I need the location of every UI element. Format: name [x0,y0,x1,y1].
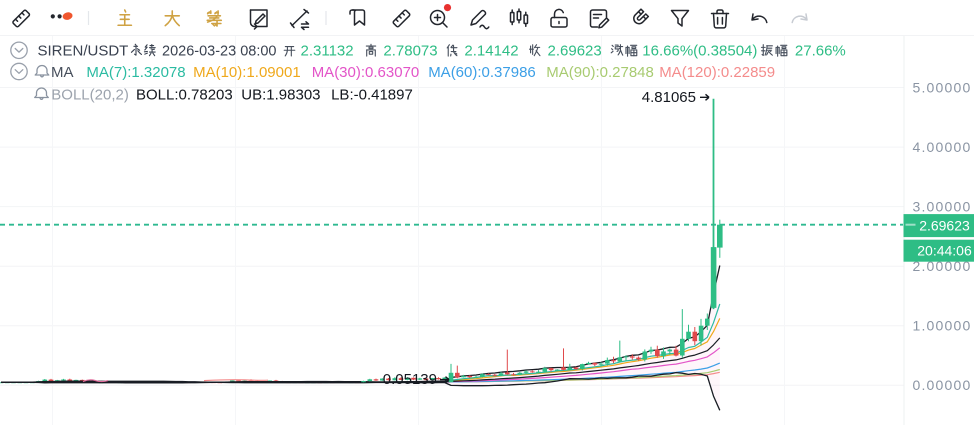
svg-text:16.66%(0.38504): 16.66%(0.38504) [642,43,757,60]
svg-text:4.81065: 4.81065 [642,89,696,106]
svg-text:3.00000: 3.00000 [912,198,971,214]
svg-text:4.00000: 4.00000 [912,139,971,155]
svg-text:1.00000: 1.00000 [912,318,971,334]
svg-text:UB:1.98303: UB:1.98303 [241,86,320,103]
svg-text:MA(120):0.22859: MA(120):0.22859 [659,64,775,81]
svg-text:MA(90):0.27848: MA(90):0.27848 [546,64,654,81]
svg-text:2.14142: 2.14142 [464,43,518,60]
svg-text:0.05139: 0.05139 [383,371,437,388]
svg-text:2.00000: 2.00000 [912,258,971,274]
svg-text:MA(10):1.09001: MA(10):1.09001 [193,64,301,81]
svg-text:2.69623: 2.69623 [548,43,602,60]
svg-text:SIREN/USDT: SIREN/USDT [38,43,129,60]
svg-text:BOLL:0.78203: BOLL:0.78203 [136,86,233,103]
svg-text:2.69623: 2.69623 [919,217,970,233]
svg-text:MA(60):0.37986: MA(60):0.37986 [428,64,536,81]
svg-text:MA(7):1.32078: MA(7):1.32078 [86,64,185,81]
svg-text:2.78073: 2.78073 [383,43,437,60]
svg-text:BOLL(20,2): BOLL(20,2) [51,86,129,103]
svg-text:MA: MA [51,64,74,81]
svg-text:0.00000: 0.00000 [912,377,971,393]
svg-text:2.31132: 2.31132 [301,43,354,60]
svg-text:LB:-0.41897: LB:-0.41897 [331,86,413,103]
svg-text:27.66%: 27.66% [795,43,846,60]
svg-text:2026-03-23 08:00: 2026-03-23 08:00 [162,44,277,60]
svg-text:MA(30):0.63070: MA(30):0.63070 [312,64,420,81]
svg-text:5.00000: 5.00000 [912,79,971,95]
svg-text:20:44:06: 20:44:06 [917,243,972,259]
